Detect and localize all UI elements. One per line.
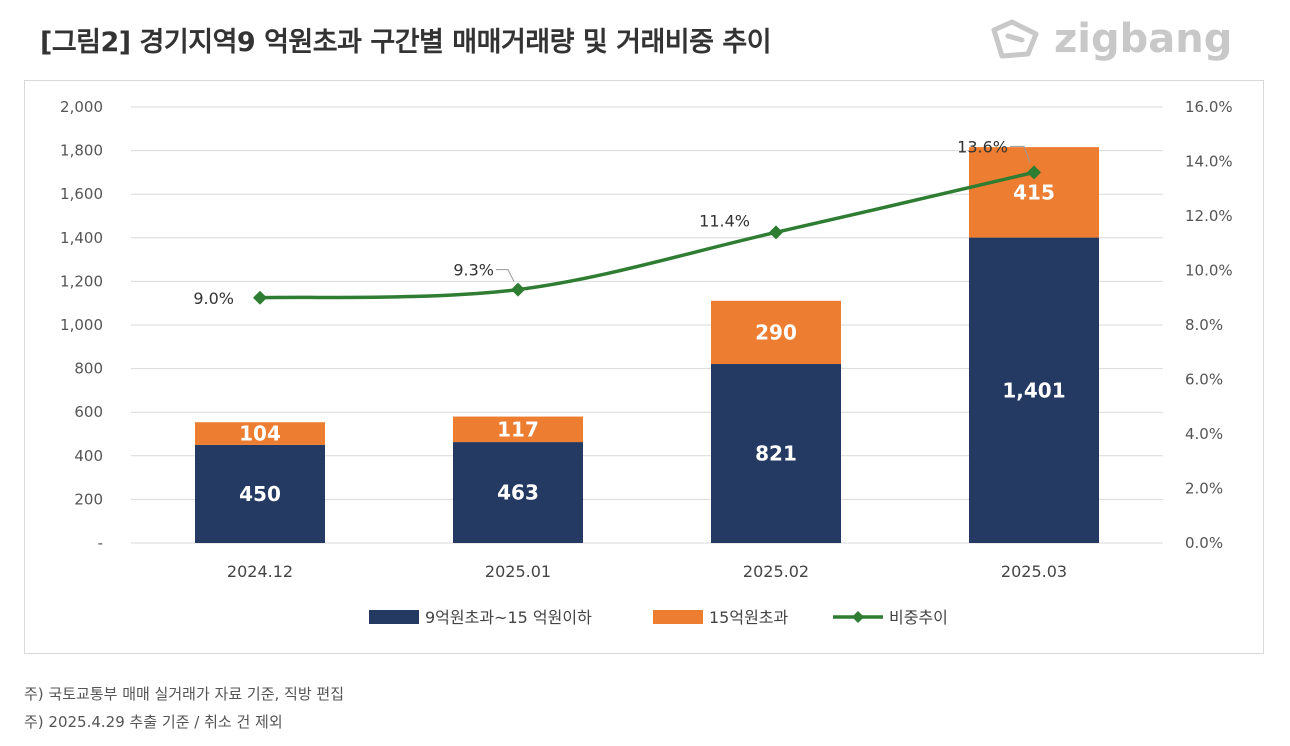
bar-value-label: 450 — [239, 482, 281, 506]
y-tick-label: 800 — [74, 360, 103, 378]
bar-value-label: 415 — [1013, 180, 1055, 204]
y2-tick-label: 2.0% — [1185, 480, 1223, 498]
x-tick-label: 2024.12 — [227, 562, 293, 581]
y-tick-label: - — [98, 534, 103, 552]
y2-tick-label: 4.0% — [1185, 425, 1223, 443]
bar-segment-lower — [711, 364, 841, 543]
bar-value-label: 117 — [497, 417, 539, 441]
logo-text: zigbang — [1054, 16, 1233, 62]
legend-label: 비중추이 — [889, 608, 948, 627]
share-trend-line — [259, 170, 1035, 300]
line-value-label: 11.4% — [699, 211, 750, 230]
bar-segment-lower — [195, 444, 325, 543]
legend-label: 15억원초과 — [709, 608, 789, 627]
y2-tick-label: 0.0% — [1185, 534, 1223, 552]
y-tick-label: 600 — [74, 403, 103, 421]
label-leader-line — [496, 269, 515, 282]
bar-value-label: 290 — [755, 320, 797, 344]
y-tick-label: 1,200 — [60, 272, 103, 290]
bar-value-label: 104 — [239, 422, 281, 446]
y-tick-label: 1,000 — [60, 316, 103, 334]
bar-segment-upper — [195, 422, 325, 445]
x-tick-label: 2025.03 — [1001, 562, 1067, 581]
share-trend-marker — [769, 225, 783, 240]
y-tick-label: 400 — [74, 447, 103, 465]
bar-value-label: 463 — [497, 481, 539, 505]
y-tick-label: 2,000 — [60, 98, 103, 116]
zigbang-logo-icon — [991, 19, 1039, 59]
y2-tick-label: 14.0% — [1185, 153, 1233, 171]
legend-marker — [852, 611, 864, 623]
y2-tick-label: 10.0% — [1185, 262, 1233, 280]
footnote-source: 주) 국토교통부 매매 실거래가 자료 기준, 직방 편집 — [24, 685, 344, 703]
line-value-label: 9.3% — [453, 261, 494, 280]
line-value-label: 9.0% — [193, 289, 234, 308]
legend-label: 9억원초과~15 억원이하 — [425, 608, 592, 627]
footnotes: 주) 국토교통부 매매 실거래가 자료 기준, 직방 편집 주) 2025.4.… — [24, 680, 344, 736]
share-trend-marker — [253, 290, 267, 305]
y-tick-label: 1,800 — [60, 142, 103, 160]
share-trend-marker — [1027, 165, 1041, 180]
y2-tick-label: 6.0% — [1185, 371, 1223, 389]
y-tick-label: 1,600 — [60, 185, 103, 203]
zigbang-logo: zigbang — [988, 14, 1232, 64]
legend-swatch-lower — [369, 610, 419, 624]
bar-value-label: 1,401 — [1002, 378, 1065, 402]
label-leader-line — [1010, 145, 1031, 163]
chart-area: - 200 400 600 800 1,000 1,200 1,400 1,600 1,800 2,… — [24, 80, 1264, 654]
y-tick-label: 1,400 — [60, 229, 103, 247]
x-tick-label: 2025.01 — [485, 562, 551, 581]
footnote-extraction: 주) 2025.4.29 추출 기준 / 취소 건 제외 — [24, 713, 283, 731]
line-value-label: 13.6% — [957, 137, 1008, 156]
bar-value-label: 821 — [755, 442, 797, 466]
y2-tick-label: 8.0% — [1185, 316, 1223, 334]
chart-svg: - 200 400 600 800 1,000 1,200 1,400 1,600 1,800 2,… — [60, 98, 1233, 627]
y2-tick-label: 12.0% — [1185, 207, 1233, 225]
bar-segment-upper — [453, 416, 583, 443]
bar-segment-upper — [711, 300, 841, 365]
chart-title: [그림2] 경기지역9 억원초과 구간별 매매거래량 및 거래비중 추이 — [40, 27, 772, 58]
bar-segment-lower — [969, 237, 1099, 543]
share-trend-marker — [511, 282, 525, 297]
y2-tick-label: 16.0% — [1185, 98, 1233, 116]
bar-segment-lower — [453, 442, 583, 543]
bar-segment-upper — [969, 147, 1099, 238]
legend-swatch-upper — [653, 610, 703, 624]
x-tick-label: 2025.02 — [743, 562, 809, 581]
y-tick-label: 200 — [74, 490, 103, 508]
